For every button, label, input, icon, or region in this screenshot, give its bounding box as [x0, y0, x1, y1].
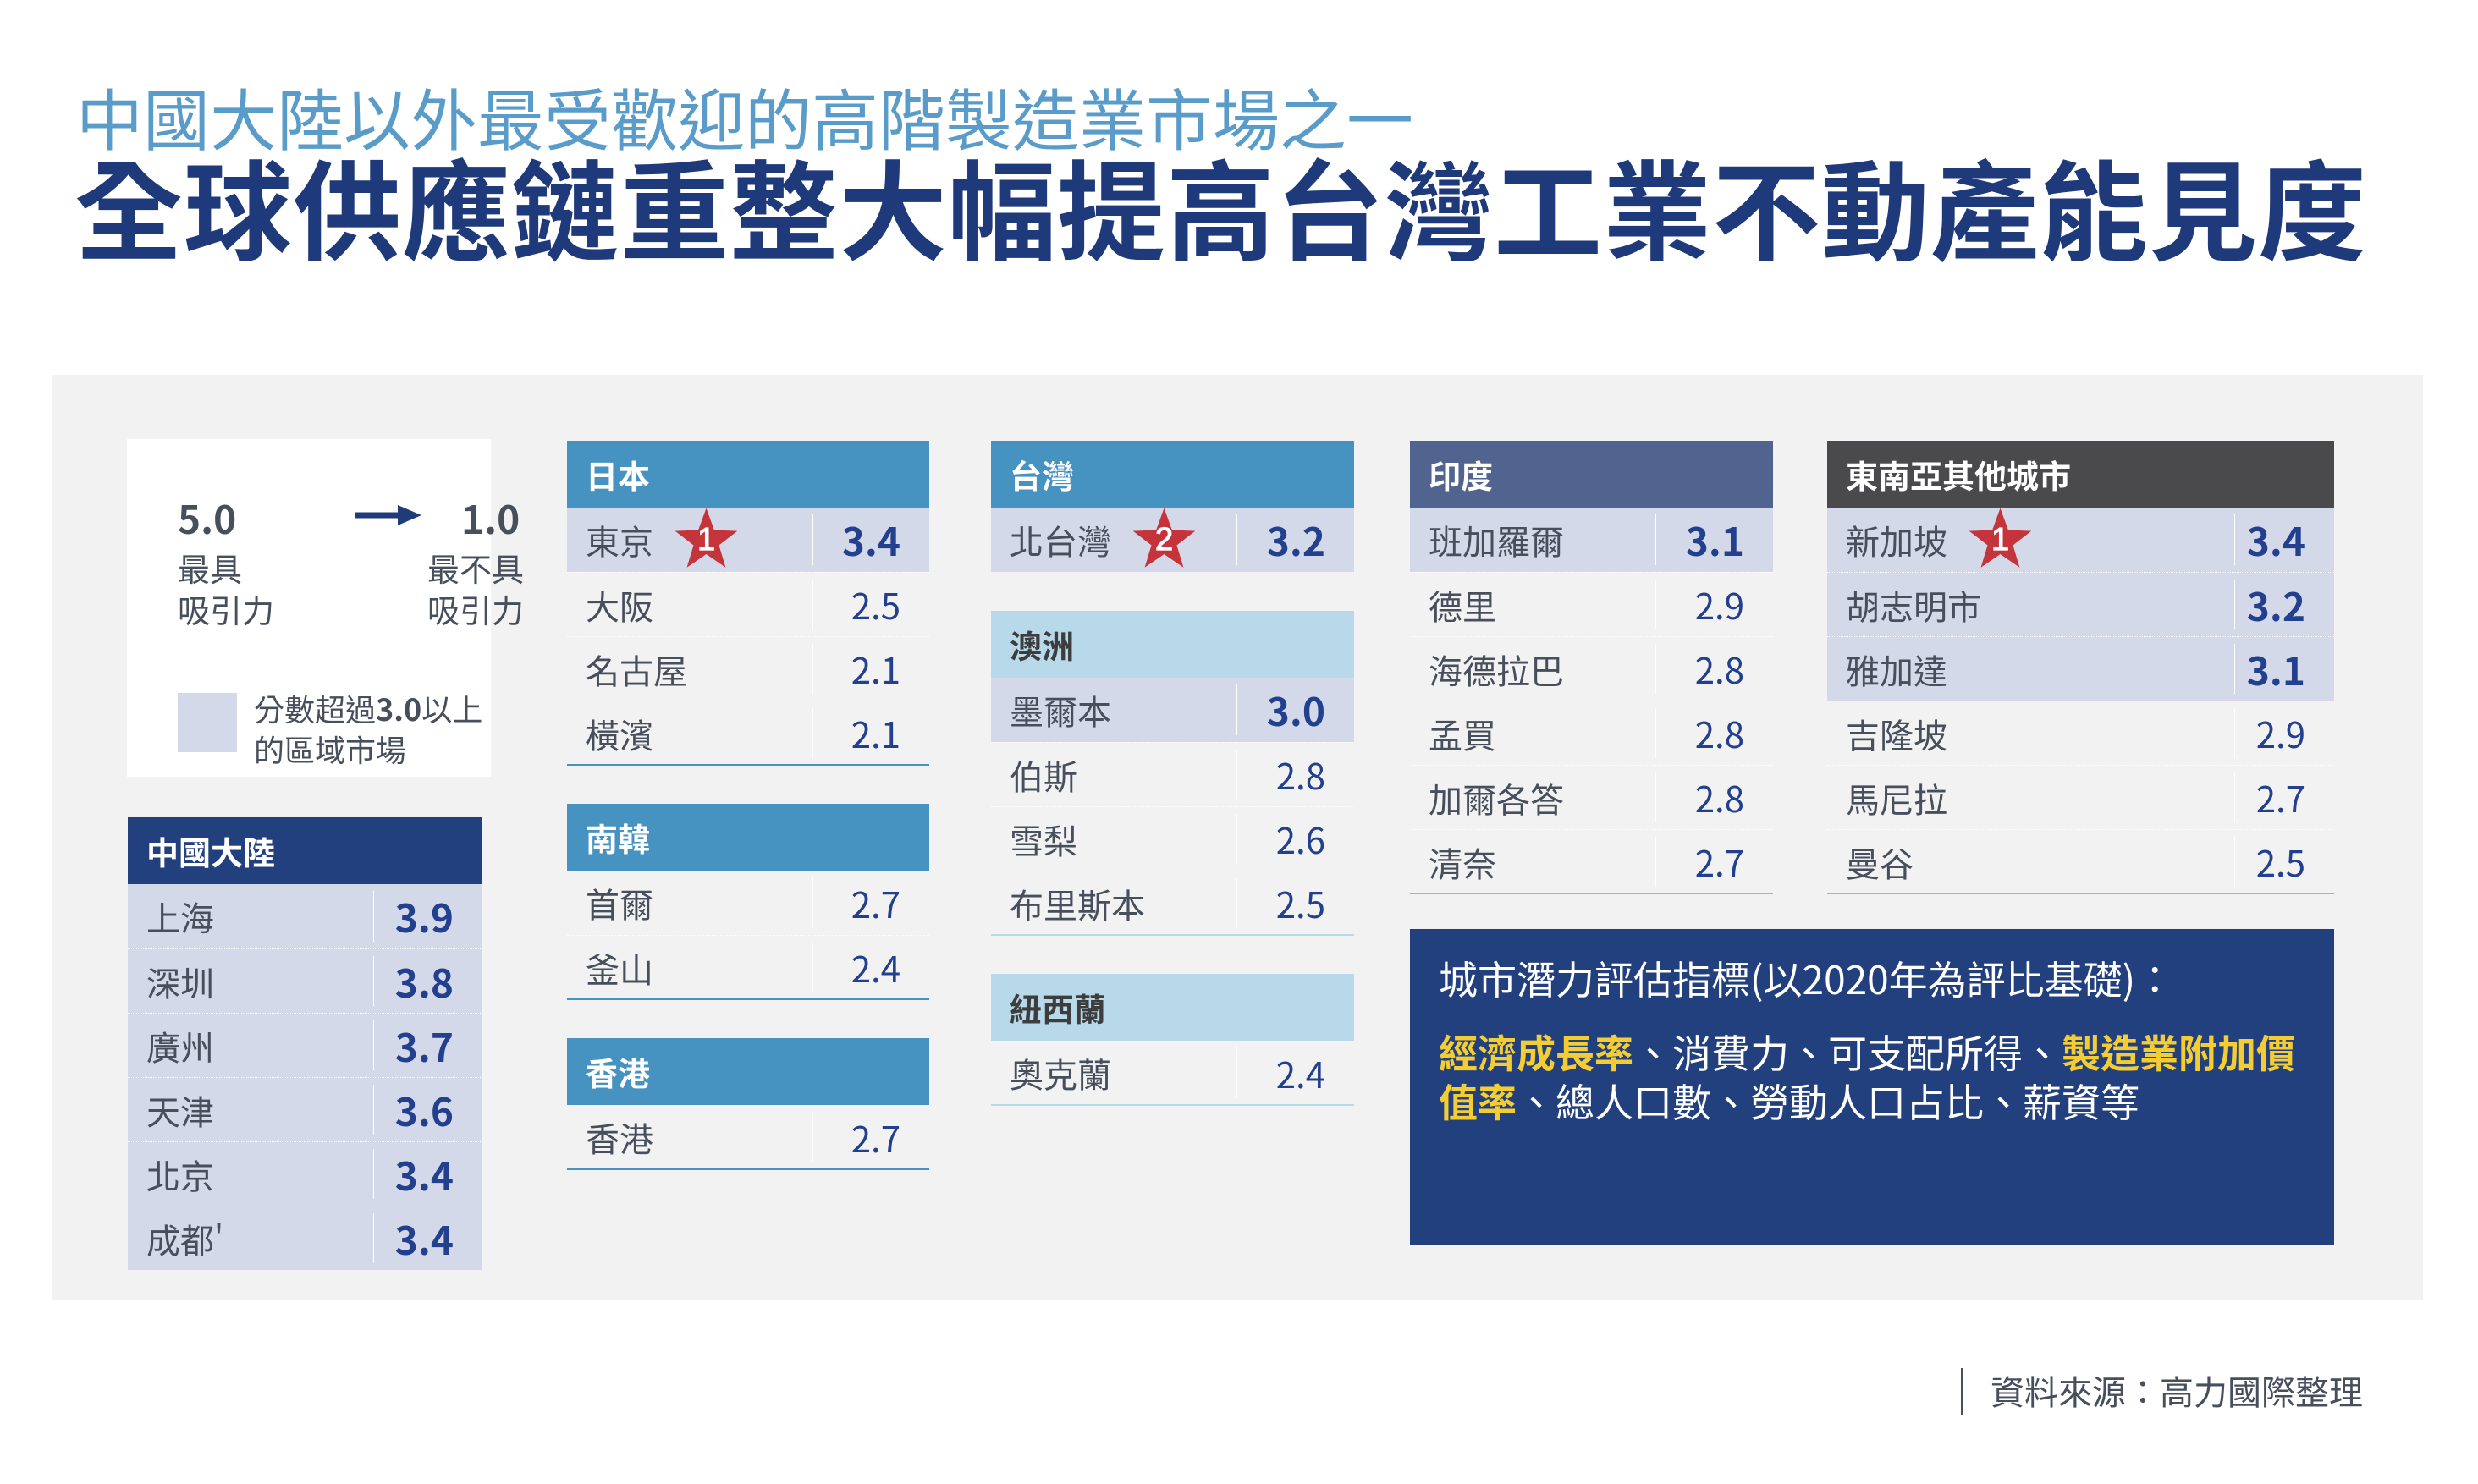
svg-text:1: 1 [697, 522, 715, 558]
svg-text:1: 1 [1991, 522, 2009, 558]
svg-text:2: 2 [1155, 522, 1173, 558]
